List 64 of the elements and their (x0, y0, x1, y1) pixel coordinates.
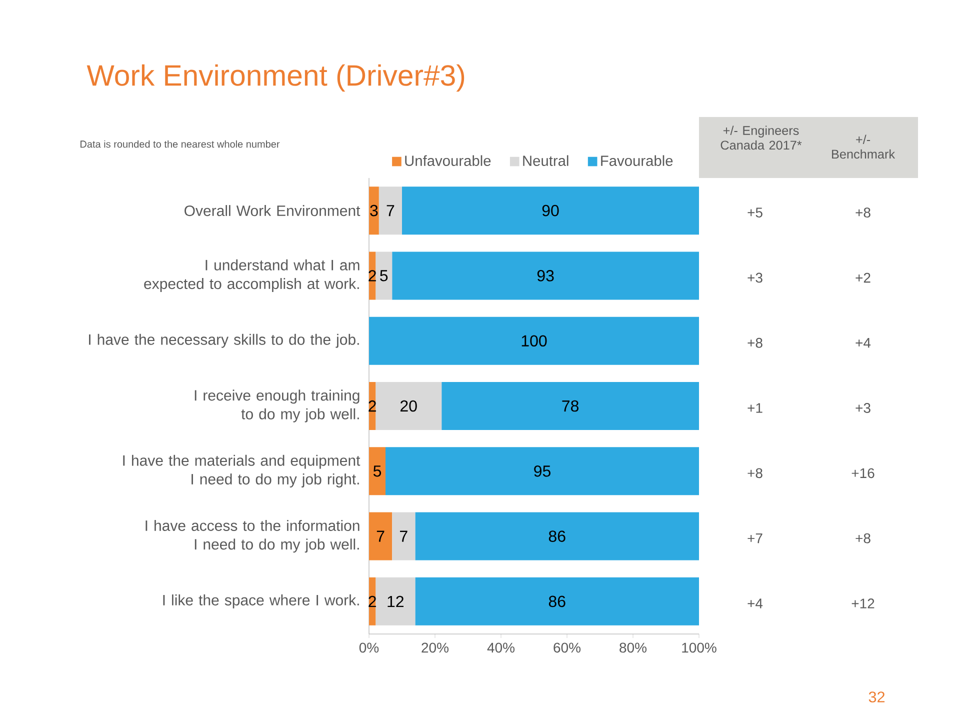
data-label: 5 (373, 466, 382, 477)
x-tick-label: 20% (422, 642, 448, 653)
text: +/- Engineers Canada 2017* (720, 126, 802, 150)
bar (415, 577, 700, 626)
x-tick-label: 40% (487, 642, 514, 653)
bar (378, 186, 402, 235)
text: +2 (856, 272, 870, 283)
bar (442, 382, 700, 430)
bar (369, 512, 392, 560)
text: +/- Benchmark (832, 134, 896, 159)
data-label: 86 (548, 596, 566, 608)
text: +3 (856, 403, 870, 413)
text: +7 (748, 533, 762, 544)
legend-label: Favourable (601, 155, 673, 166)
text: +1 (748, 403, 762, 413)
y-tick-label: I understand what I am expected to accomplish at work. (144, 259, 360, 292)
y-tick-label: I like the space where I work. (163, 594, 359, 608)
x-tick-label: 80% (620, 642, 647, 653)
text: +3 (748, 272, 762, 283)
data-label: 90 (542, 204, 559, 216)
data-label: 100 (522, 335, 547, 347)
data-label: 78 (562, 400, 578, 412)
data-label: 7 (376, 530, 384, 542)
bar (376, 252, 392, 300)
text: +16 (852, 468, 874, 478)
bar (376, 382, 442, 430)
text: +8 (856, 533, 870, 544)
data-label: 5 (380, 270, 388, 282)
data-label: 86 (548, 530, 566, 542)
x-tick-label: 100% (682, 642, 716, 653)
bar (376, 577, 416, 626)
bar (369, 316, 700, 365)
data-label: 12 (388, 596, 404, 608)
legend-label: Neutral (523, 155, 568, 166)
text: +8 (748, 338, 762, 348)
text: +4 (856, 338, 871, 348)
data-label: 7 (386, 205, 394, 216)
text: 32 (868, 692, 885, 702)
bar (386, 447, 700, 496)
text: +5 (748, 208, 762, 218)
chart-title: Work Environment (Driver#3) (86, 64, 464, 92)
text: +8 (748, 468, 762, 478)
text: Data is rounded to the nearest whole number (80, 140, 280, 148)
x-tick-label: 0% (359, 642, 379, 653)
y-tick-label: I receive enough training to do my job well. (194, 390, 360, 422)
bar (392, 512, 416, 560)
data-label: 95 (534, 465, 550, 477)
y-tick-label: I have the necessary skills to do the job. (89, 334, 359, 348)
y-tick-label: I have the materials and equipment I need to do my job right. (123, 454, 360, 488)
data-label: 7 (400, 530, 408, 542)
bar (392, 252, 700, 300)
data-label: 3 (370, 204, 378, 216)
bar (402, 186, 700, 235)
x-tick-label: 60% (554, 642, 580, 653)
y-tick-label: I have access to the information I need to do my job well. (146, 520, 360, 553)
text: +12 (852, 598, 874, 608)
y-tick-label: Overall Work Environment (184, 205, 360, 216)
text: +4 (748, 598, 763, 608)
bar (415, 512, 700, 560)
legend-label: Unfavourable (405, 155, 491, 166)
text: +8 (856, 208, 870, 218)
data-label: 20 (400, 400, 417, 412)
data-label: 93 (537, 270, 554, 282)
bar (369, 447, 386, 496)
